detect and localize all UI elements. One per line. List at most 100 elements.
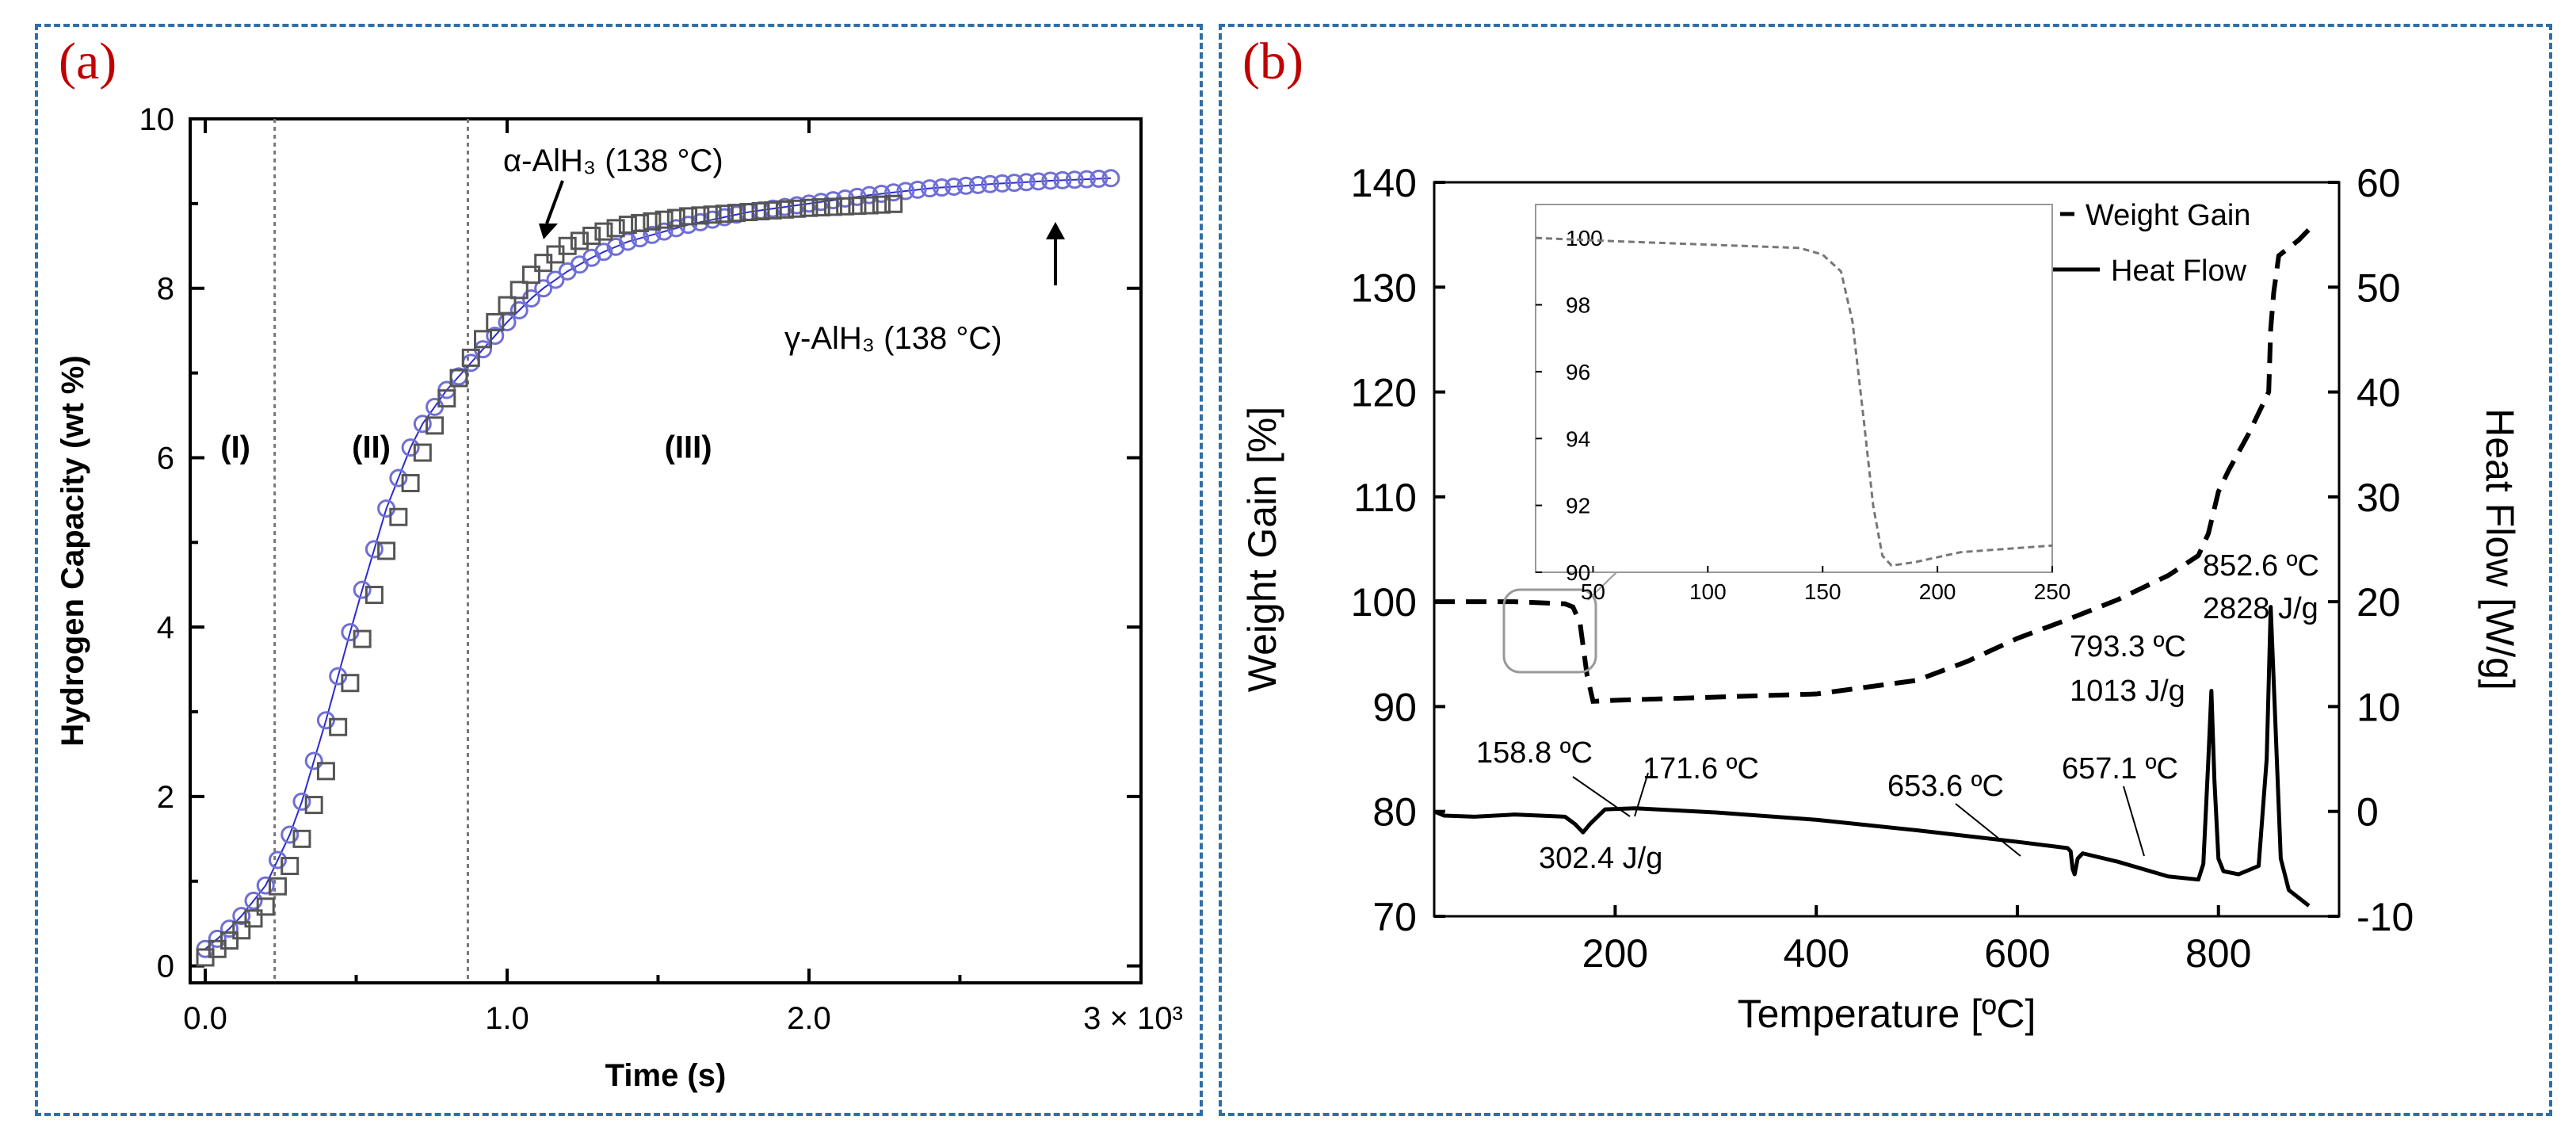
- y-right-tick-label-b: 10: [2357, 685, 2401, 729]
- gamma-point: [654, 222, 674, 241]
- alpha-arrow: [545, 180, 564, 224]
- gamma-annotation: γ-AlH₃ (138 °C): [784, 321, 1002, 356]
- gamma-point: [860, 185, 879, 204]
- alpha-point: [474, 330, 493, 349]
- alpha-point: [486, 312, 505, 331]
- inset-x-tick-label: 250: [2034, 579, 2071, 604]
- alpha-point: [872, 195, 891, 214]
- alpha-point: [775, 200, 794, 219]
- gamma-point: [1028, 172, 1048, 191]
- y-tick-label-b: 120: [1351, 371, 1417, 415]
- alpha-point: [256, 897, 275, 916]
- alpha-point: [220, 931, 239, 950]
- gamma-point: [413, 415, 432, 434]
- y-tick-label-a: 8: [157, 272, 174, 307]
- annotation-171: 171.6 ºC: [1643, 752, 1759, 785]
- alpha-point: [509, 281, 529, 300]
- annotation-302: 302.4 J/g: [1539, 842, 1662, 875]
- alpha-point: [316, 762, 335, 781]
- y-tick-label-b: 130: [1351, 266, 1417, 310]
- annotation-leader: [1634, 772, 1649, 817]
- y-right-tick-label-b: 60: [2357, 161, 2401, 205]
- gamma-point: [208, 929, 227, 948]
- x-axis-label-b: Temperature [ºC]: [1738, 992, 2036, 1036]
- gamma-point: [1053, 170, 1072, 189]
- alpha-point: [594, 222, 613, 241]
- annotation-653: 653.6 ºC: [1887, 770, 2004, 803]
- alpha-annotation: α-AlH₃ (138 °C): [503, 143, 723, 178]
- panel-a-frame: [35, 24, 1203, 1116]
- alpha-point: [679, 207, 698, 226]
- region-label: (III): [665, 430, 712, 464]
- alpha-point: [426, 416, 445, 435]
- gamma-point: [933, 178, 952, 197]
- y-axis-label-b: Weight Gain [%]: [1240, 407, 1284, 692]
- alpha-arrowhead: [539, 224, 558, 239]
- inset-y-tick-label: 90: [1566, 560, 1590, 585]
- gamma-point: [1090, 169, 1109, 188]
- alpha-point: [570, 231, 589, 250]
- y-tick-label-b: 90: [1372, 685, 1417, 729]
- gamma-point: [956, 176, 975, 195]
- inset-frame: [1535, 204, 2053, 573]
- annotation-1013: 1013 J/g: [2070, 675, 2185, 708]
- annotation-leader: [2123, 785, 2145, 857]
- alpha-point: [811, 198, 830, 217]
- y-tick-label-b: 70: [1372, 895, 1417, 939]
- gamma-point: [292, 792, 311, 811]
- inset-x-tick-label: 150: [1804, 579, 1841, 604]
- weight-gain-line: [1434, 227, 2311, 704]
- alpha-point: [860, 196, 879, 215]
- gamma-point: [220, 919, 239, 938]
- gamma-arrowhead: [1046, 222, 1065, 239]
- gamma-point: [280, 825, 300, 844]
- alpha-point: [788, 199, 807, 218]
- alpha-point: [268, 877, 287, 896]
- legend-heat-flow: Heat Flow: [2111, 254, 2247, 288]
- gamma-point: [896, 182, 915, 201]
- legend-weight-gain: Weight Gain: [2086, 199, 2250, 232]
- x-tick-label-b: 400: [1783, 931, 1849, 976]
- alpha-point: [715, 204, 734, 224]
- alpha-point: [884, 194, 903, 213]
- alpha-point: [364, 586, 384, 605]
- x-tick-label-b: 200: [1582, 931, 1648, 976]
- gamma-point: [945, 177, 964, 196]
- alpha-point: [353, 629, 372, 648]
- zoom-connector: [1587, 571, 1617, 601]
- gamma-point: [244, 891, 263, 910]
- annotation-2828: 2828 J/g: [2203, 592, 2318, 625]
- gamma-point: [968, 175, 987, 194]
- alpha-point: [292, 829, 311, 848]
- x-tick-label-b: 800: [2185, 931, 2251, 976]
- gamma-point: [256, 876, 275, 895]
- panel-b-label: (b): [1242, 32, 1303, 90]
- alpha-point: [739, 203, 758, 222]
- x-tick-label-a: 2.0: [787, 1001, 831, 1036]
- alpha-point: [654, 210, 674, 229]
- annotation-leader: [1572, 776, 1631, 817]
- inset-y-tick-label: 92: [1566, 494, 1590, 518]
- x-tick-label-a: 1.0: [485, 1001, 529, 1036]
- alpha-point: [304, 796, 323, 815]
- gamma-point: [1077, 170, 1096, 189]
- inset-x-tick-label: 100: [1689, 579, 1727, 604]
- alpha-point: [823, 197, 842, 216]
- alpha-point: [389, 507, 408, 526]
- gamma-point: [546, 270, 565, 289]
- y-right-tick-label-b: -10: [2357, 895, 2414, 939]
- gamma-point: [1005, 174, 1024, 193]
- gamma-point: [486, 327, 505, 346]
- annotation-657: 657.1 ºC: [2062, 752, 2178, 785]
- y-tick-label-b: 140: [1351, 161, 1417, 205]
- alpha-point: [558, 236, 577, 255]
- y-tick-label-b: 110: [1353, 476, 1417, 520]
- alpha-point: [413, 443, 432, 462]
- panel-b-frame: [1219, 24, 2552, 1116]
- y-right-tick-label-b: 50: [2357, 266, 2401, 310]
- x-tick-label-b: 600: [1984, 931, 2050, 976]
- y-tick-label-a: 0: [157, 950, 174, 984]
- y-tick-label-a: 10: [139, 102, 175, 137]
- alpha-point: [800, 198, 819, 217]
